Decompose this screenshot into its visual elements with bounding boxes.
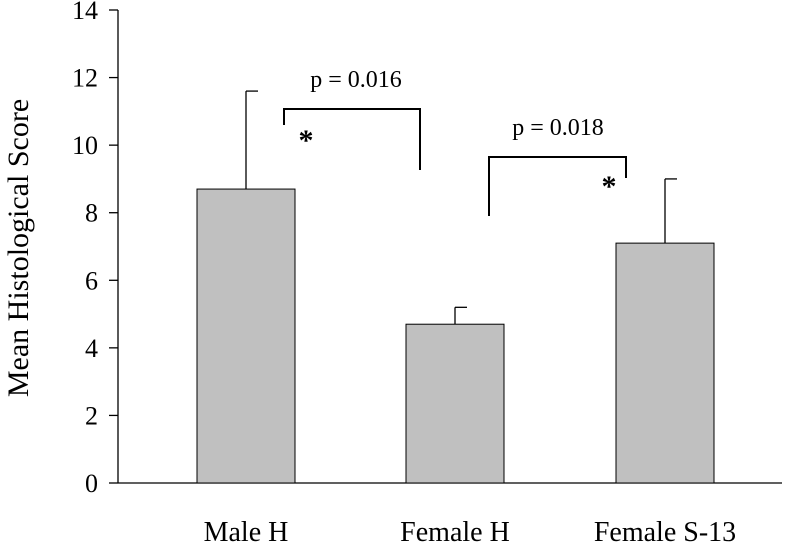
y-axis-label: Mean Histological Score (2, 99, 35, 397)
bar (196, 188, 296, 484)
y-tick-label: 6 (85, 266, 98, 295)
y-tick-label: 2 (85, 401, 98, 430)
bar (405, 323, 505, 484)
y-tick-label: 12 (72, 64, 98, 93)
category-label: Female H (400, 517, 510, 548)
bars (196, 188, 715, 484)
significance-star: * (602, 170, 617, 203)
y-tick-label: 4 (85, 334, 98, 363)
significance-bracket (283, 108, 421, 170)
y-tick-label: 0 (85, 469, 98, 498)
y-tick-label: 10 (72, 131, 98, 160)
bar (615, 242, 715, 484)
x-axis-categories: Male H Female H Female S-13 (204, 517, 737, 548)
significance-bracket (488, 156, 627, 216)
p-value-label: p = 0.018 (512, 115, 604, 141)
significance-star: * (299, 124, 314, 157)
error-bars (245, 90, 677, 325)
category-label: Male H (204, 517, 289, 548)
y-tick-label: 14 (72, 0, 98, 25)
significance-annotations: p = 0.016 * p = 0.018 * (283, 67, 627, 216)
p-value-label: p = 0.016 (310, 67, 402, 93)
y-tick-label: 8 (85, 199, 98, 228)
category-label: Female S-13 (594, 517, 736, 548)
